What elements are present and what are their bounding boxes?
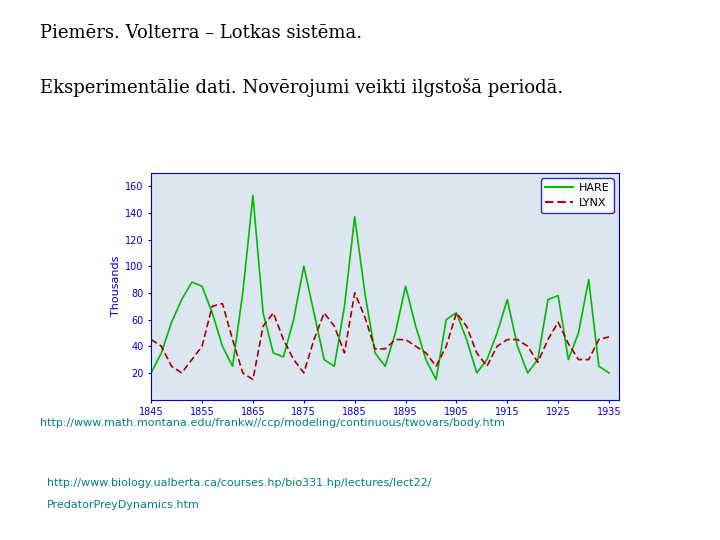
Text: Eksperimentālie dati. Novērojumi veikti ilgstošā periodā.: Eksperimentālie dati. Novērojumi veikti … — [40, 78, 563, 97]
Text: PredatorPreyDynamics.htm: PredatorPreyDynamics.htm — [47, 500, 199, 510]
Text: Piemērs. Volterra – Lotkas sistēma.: Piemērs. Volterra – Lotkas sistēma. — [40, 24, 361, 42]
Y-axis label: Thousands: Thousands — [111, 256, 121, 316]
Legend: HARE, LYNX: HARE, LYNX — [541, 178, 613, 213]
Text: http://www.biology.ualberta.ca/courses.hp/bio331.hp/lectures/lect22/: http://www.biology.ualberta.ca/courses.h… — [47, 478, 431, 488]
Text: http://www.math.montana.edu/frankw//ccp/modeling/continuous/twovars/body.htm: http://www.math.montana.edu/frankw//ccp/… — [40, 418, 505, 429]
